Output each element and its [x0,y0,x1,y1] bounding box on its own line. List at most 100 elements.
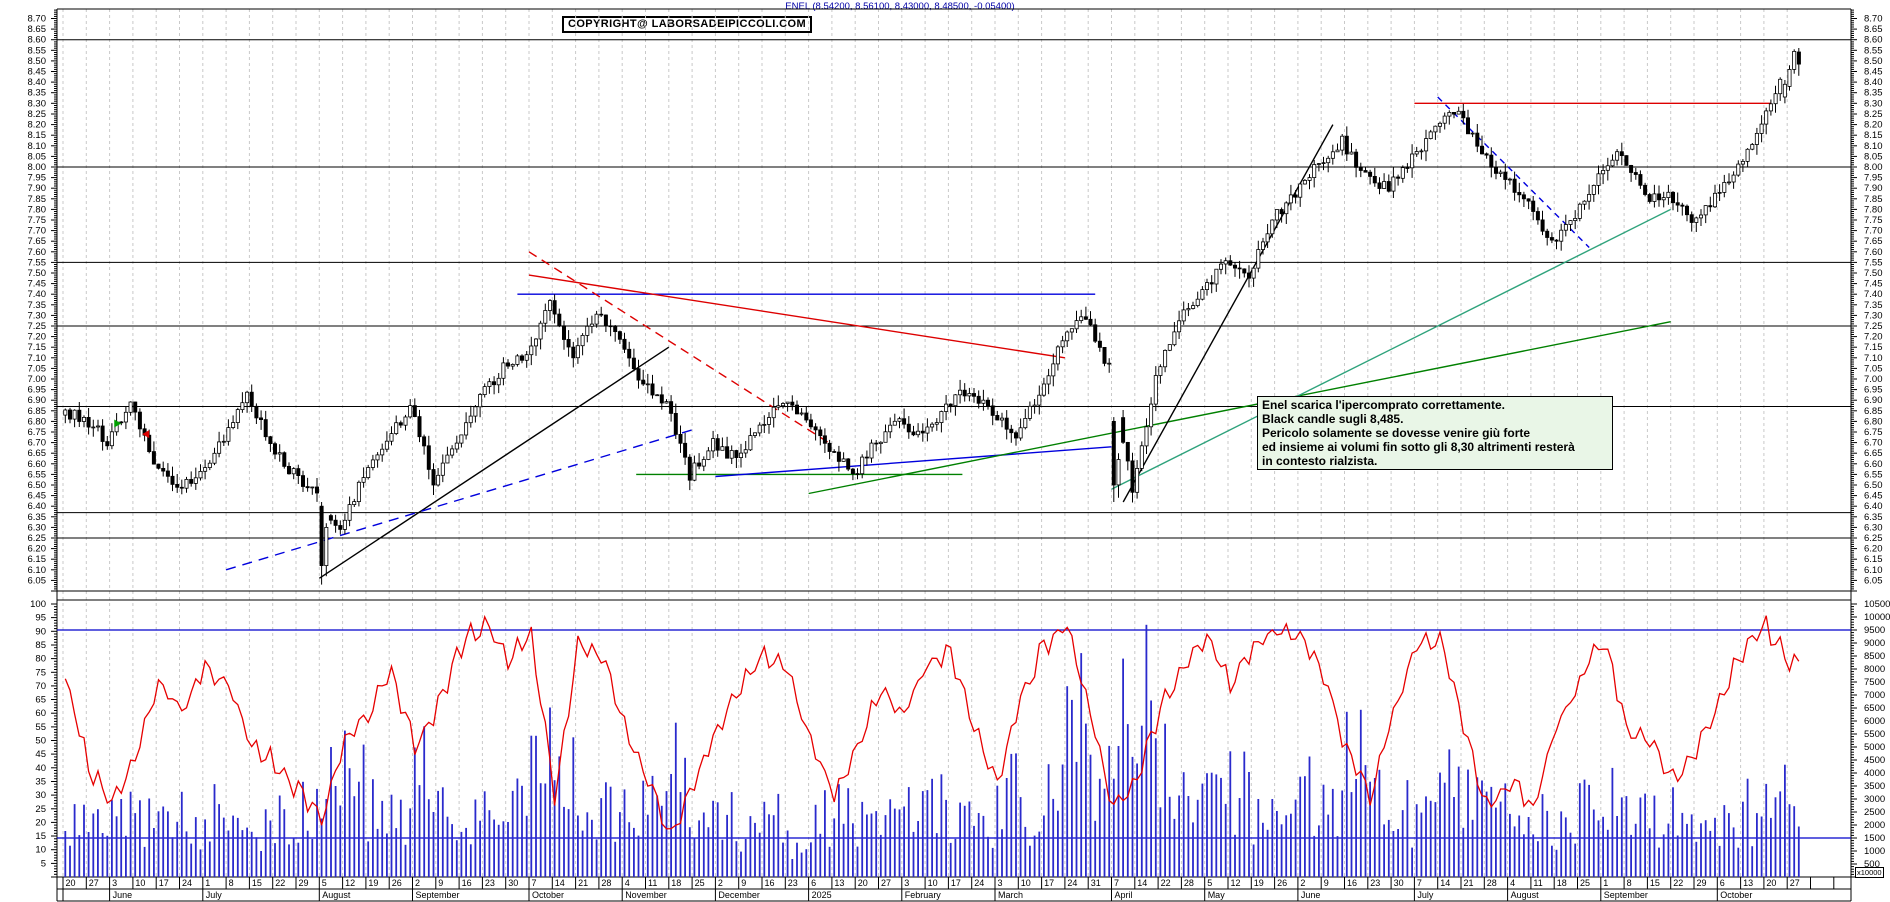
volume-bar [907,787,910,877]
candle [939,411,944,424]
volume-bar [1481,780,1483,877]
candle [1587,193,1592,202]
candle [631,357,636,370]
volume-bar [1029,845,1031,877]
axis-label: 8.35 [28,88,47,99]
volume-bar [493,819,495,877]
volume-bar [1471,819,1474,877]
candle [91,426,96,429]
volume-bar [157,811,160,877]
candle [1619,151,1624,156]
axis-label: 8.30 [28,98,47,109]
candle [1675,202,1680,206]
volume-bar [875,811,878,877]
volume-bar [423,726,426,877]
candle [1382,181,1387,189]
candle [1312,164,1317,179]
candle [958,389,963,396]
volume-bar [628,822,631,877]
volume-bar [330,747,332,877]
candle [1498,171,1503,174]
axis-label: 6.65 [28,448,47,459]
volume-bar [278,795,281,877]
axis-label: 6.70 [28,438,47,449]
volume-bar [861,801,864,877]
candle [356,481,361,502]
candle [1484,153,1489,156]
candle [832,451,837,453]
volume-bar [973,825,975,877]
candle [324,527,329,567]
axis-label: 28 [1487,878,1497,888]
volume-bar [1383,824,1385,877]
candle [850,468,855,475]
volume-bar [1178,795,1180,877]
candle [1298,183,1303,198]
volume-bar [1676,835,1679,877]
volume-bar [325,799,328,877]
axis-label: 7.35 [1864,300,1883,311]
candle [1703,205,1708,216]
volume-bar [1597,820,1600,877]
candle [725,446,730,459]
candle [333,519,338,526]
candle [68,409,73,420]
axis-label: 6.45 [28,491,47,502]
candle [1102,346,1107,364]
annotation-line: ed insieme ai volumi fin sotto gli 8,30 … [1262,440,1575,454]
candle [105,441,110,447]
volume-bar [483,791,486,877]
candle [603,314,608,327]
volume-bar [1206,773,1208,877]
axis-label: 4000 [1864,768,1885,779]
candle [412,405,417,418]
volume-bar [1005,778,1008,877]
volume-bar [1038,831,1041,877]
volume-bar [651,775,654,877]
volume-bar [1266,829,1269,877]
axis-label: 6.40 [28,501,47,512]
candle [897,418,902,422]
axis-label: 8.15 [28,130,47,141]
support-resistance-lines [57,39,1851,539]
axis-label: 30 [508,878,518,888]
oscillator-threshold-lines [57,629,1851,839]
candle [701,459,706,467]
candle [892,420,897,426]
volume-bar [824,790,826,877]
candle [408,405,413,418]
candle [1261,241,1266,250]
axis-label: 24 [974,878,984,888]
axis-label: August [1511,890,1540,900]
candle [580,334,585,347]
volume-bar [591,819,593,877]
axis-label: 7.55 [28,257,47,268]
candle [1130,460,1135,493]
volume-bar [726,814,728,877]
volume-bar [1467,769,1469,877]
volume-bar [236,817,239,877]
axis-label: 8.25 [1864,109,1883,120]
candle [82,416,87,422]
axis-label: 20 [35,817,46,828]
axis-label: November [625,890,667,900]
axis-label: 7.80 [1864,204,1883,215]
candle [1713,192,1718,208]
axis-label: 8.50 [1864,56,1883,67]
candle [184,478,189,489]
axis-label: 8.55 [1864,45,1883,56]
candle [841,458,846,462]
candle [846,458,851,470]
axis-label: 2025 [812,890,832,900]
candle [734,450,739,458]
axis-label: 3 [112,878,117,888]
candle [1088,318,1093,326]
volume-bar [1350,792,1353,877]
candle [1377,182,1382,189]
axis-label: 6.20 [28,544,47,555]
candle [869,442,874,459]
volume-bar [1546,810,1549,877]
axis-label: 3500 [1864,781,1885,792]
volume-bar [1788,804,1791,877]
axis-label: 6.60 [28,459,47,470]
